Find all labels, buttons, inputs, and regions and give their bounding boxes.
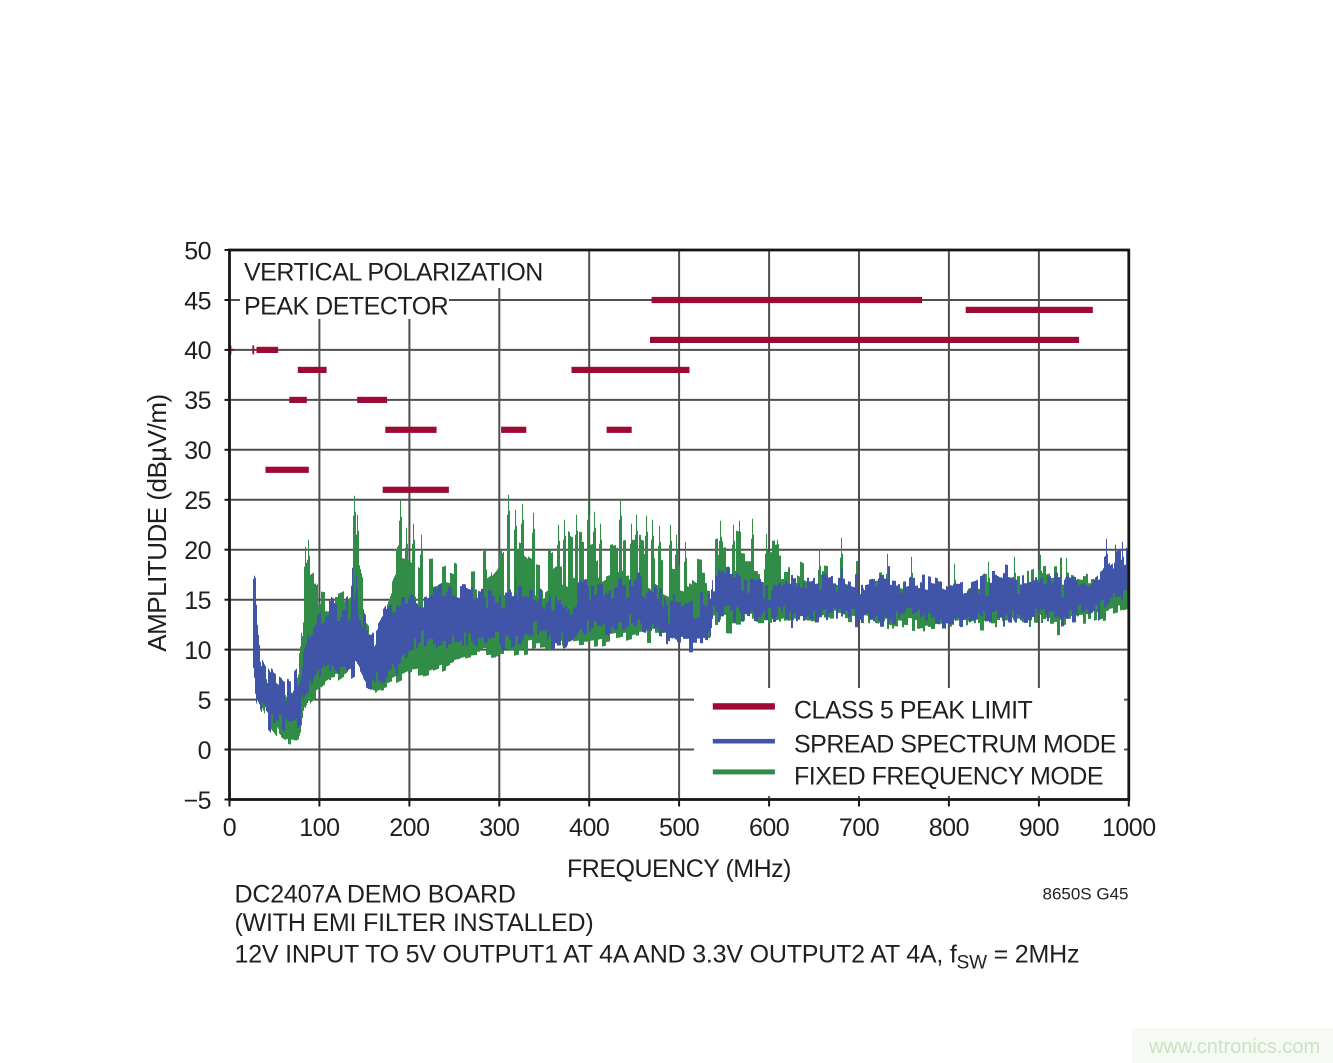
svg-text:200: 200 [389, 814, 429, 842]
svg-text:700: 700 [839, 814, 879, 842]
svg-text:50: 50 [184, 237, 211, 265]
svg-text:1000: 1000 [1102, 814, 1156, 842]
svg-text:40: 40 [184, 337, 211, 365]
svg-text:0: 0 [198, 737, 211, 765]
svg-text:900: 900 [1019, 814, 1059, 842]
svg-text:5: 5 [198, 687, 211, 715]
svg-text:0: 0 [223, 814, 236, 842]
svg-text:(WITH EMI FILTER INSTALLED): (WITH EMI FILTER INSTALLED) [235, 909, 594, 937]
svg-text:30: 30 [184, 437, 211, 465]
svg-text:VERTICAL POLARIZATION: VERTICAL POLARIZATION [244, 258, 543, 286]
svg-text:8650S G45: 8650S G45 [1042, 885, 1128, 904]
svg-text:600: 600 [749, 814, 789, 842]
svg-text:PEAK DETECTOR: PEAK DETECTOR [244, 293, 448, 321]
svg-text:400: 400 [569, 814, 609, 842]
svg-text:35: 35 [184, 387, 211, 415]
svg-text:FIXED FREQUENCY MODE: FIXED FREQUENCY MODE [794, 763, 1103, 791]
svg-text:12V INPUT TO 5V OUTPUT1 AT 4A: 12V INPUT TO 5V OUTPUT1 AT 4A AND 3.3V O… [235, 941, 1080, 974]
svg-text:DC2407A DEMO BOARD: DC2407A DEMO BOARD [235, 881, 516, 909]
svg-text:FREQUENCY (MHz): FREQUENCY (MHz) [567, 855, 791, 883]
svg-text:AMPLITUDE (dBµV/m): AMPLITUDE (dBµV/m) [142, 394, 172, 651]
svg-text:500: 500 [659, 814, 699, 842]
svg-text:SPREAD SPECTRUM MODE: SPREAD SPECTRUM MODE [794, 731, 1116, 759]
svg-text:−5: −5 [183, 787, 211, 815]
svg-text:15: 15 [184, 587, 211, 615]
svg-text:45: 45 [184, 287, 211, 315]
svg-text:25: 25 [184, 487, 211, 515]
svg-text:CLASS 5 PEAK LIMIT: CLASS 5 PEAK LIMIT [794, 697, 1033, 725]
svg-text:10: 10 [184, 637, 211, 665]
svg-text:www.cntronics.com: www.cntronics.com [1148, 1036, 1320, 1058]
svg-text:800: 800 [929, 814, 969, 842]
svg-text:100: 100 [299, 814, 339, 842]
svg-text:20: 20 [184, 537, 211, 565]
svg-text:300: 300 [479, 814, 519, 842]
